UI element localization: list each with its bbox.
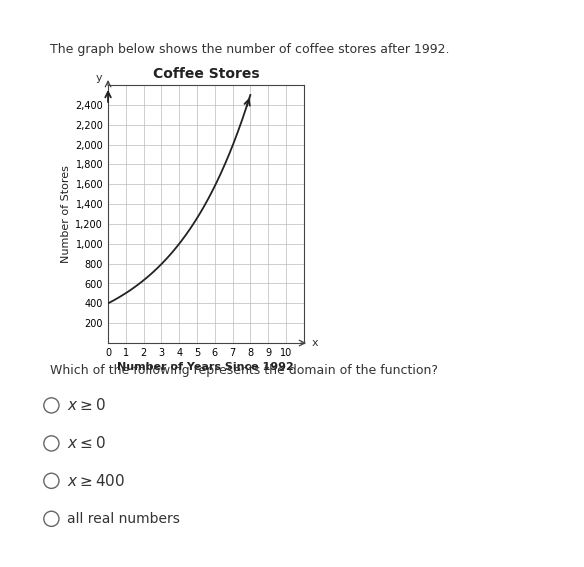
Text: all real numbers: all real numbers [67, 512, 180, 526]
Text: $x \geq 400$: $x \geq 400$ [67, 473, 126, 489]
Text: $x \leq 0$: $x \leq 0$ [67, 435, 106, 451]
Y-axis label: Number of Stores: Number of Stores [61, 165, 71, 263]
Text: The graph below shows the number of coffee stores after 1992.: The graph below shows the number of coff… [50, 43, 449, 56]
Text: Which of the following represents the domain of the function?: Which of the following represents the do… [50, 364, 437, 377]
Text: y: y [96, 73, 102, 83]
Text: x: x [312, 338, 318, 348]
X-axis label: Number of Years Since 1992: Number of Years Since 1992 [117, 362, 294, 372]
Text: $x \geq 0$: $x \geq 0$ [67, 397, 106, 413]
Title: Coffee Stores: Coffee Stores [152, 67, 259, 81]
